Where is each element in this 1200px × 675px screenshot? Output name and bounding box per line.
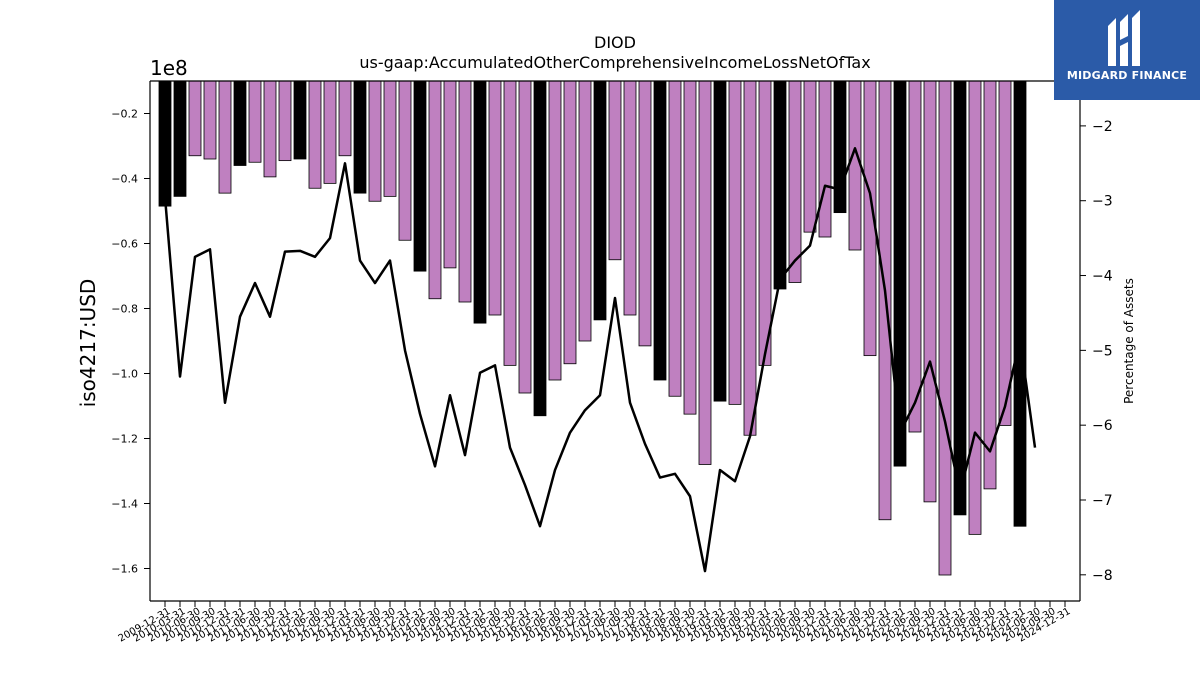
midgard-logo-icon	[1108, 10, 1140, 66]
bar	[593, 80, 607, 321]
y-tick-label: −0.6	[111, 238, 138, 251]
y2-tick-labels: −2 −3 −4 −5 −6 −7 −8	[1092, 119, 1113, 584]
bar	[908, 80, 922, 433]
bar	[248, 80, 262, 163]
bar	[368, 80, 382, 202]
bar	[938, 80, 952, 576]
bar	[308, 80, 322, 189]
bar	[458, 80, 472, 303]
bar	[338, 80, 352, 157]
brand-logo: MIDGARD FINANCE	[1054, 0, 1200, 100]
bar	[203, 80, 217, 160]
bar	[893, 80, 907, 467]
bar	[848, 80, 862, 251]
bar	[578, 80, 592, 342]
bar	[743, 80, 757, 436]
y-axis-label: iso4217:USD	[76, 279, 100, 408]
bar	[953, 80, 967, 516]
bar	[218, 80, 232, 194]
bar	[233, 80, 247, 166]
bar	[158, 80, 172, 207]
y2-tick-label: −4	[1092, 269, 1113, 285]
bar	[503, 80, 517, 366]
logo-text: MIDGARD FINANCE	[1066, 69, 1188, 82]
bar	[728, 80, 742, 405]
y2-tick-label: −7	[1092, 493, 1113, 509]
line-layer	[163, 147, 1037, 573]
y2-tick-label: −5	[1092, 343, 1113, 359]
bar	[353, 80, 367, 194]
y-tick-label: −0.8	[111, 303, 138, 316]
bars-layer	[158, 80, 1027, 576]
bar	[713, 80, 727, 402]
bar	[998, 80, 1012, 426]
bar	[788, 80, 802, 283]
bar	[923, 80, 937, 503]
bar	[383, 80, 397, 197]
bar	[428, 80, 442, 300]
bar	[968, 80, 982, 535]
y2-tick-label: −8	[1092, 568, 1113, 584]
bar	[263, 80, 277, 178]
y-tick-label: −0.2	[111, 108, 138, 121]
bar	[818, 80, 832, 238]
y-tick-label: −1.6	[111, 563, 138, 576]
bar	[473, 80, 487, 324]
bar	[488, 80, 502, 316]
bar	[188, 80, 202, 157]
y2-axis-label: Percentage of Assets	[1122, 278, 1136, 404]
bar	[563, 80, 577, 365]
bar	[698, 80, 712, 465]
y-tick-label: −0.4	[111, 173, 138, 186]
y-tick-label: −1.2	[111, 433, 138, 446]
percentage-line	[163, 147, 1037, 573]
bar	[293, 80, 307, 160]
bar	[983, 80, 997, 490]
bar	[443, 80, 457, 269]
y-tick-labels: −0.2 −0.4 −0.6 −0.8 −1.0 −1.2 −1.4 −1.6	[111, 108, 138, 576]
y2-tick-label: −6	[1092, 418, 1113, 434]
bar	[638, 80, 652, 347]
bar	[758, 80, 772, 366]
bar	[1013, 80, 1027, 527]
y-tick-label: −1.4	[111, 498, 138, 511]
bar	[623, 80, 637, 316]
axes-layer	[144, 80, 1086, 607]
bar	[323, 80, 337, 184]
bar	[278, 80, 292, 162]
bar	[683, 80, 697, 415]
bar	[833, 80, 847, 214]
x-tick-labels: 2009-12-312010-03-312010-06-302010-09-30…	[117, 606, 1073, 645]
bar	[773, 80, 787, 290]
bar	[518, 80, 532, 394]
bar	[533, 80, 547, 417]
bar	[608, 80, 622, 261]
bar	[653, 80, 667, 381]
y2-tick-label: −3	[1092, 194, 1113, 210]
y-multiplier: 1e8	[150, 56, 188, 80]
bar	[398, 80, 412, 241]
bar	[668, 80, 682, 397]
chart-title: DIOD	[594, 33, 636, 52]
bar	[413, 80, 427, 272]
y-tick-label: −1.0	[111, 368, 138, 381]
bar	[173, 80, 187, 197]
chart-subtitle: us-gaap:AccumulatedOtherComprehensiveInc…	[359, 53, 870, 72]
y2-tick-label: −2	[1092, 119, 1113, 135]
bar	[803, 80, 817, 233]
bar	[548, 80, 562, 381]
